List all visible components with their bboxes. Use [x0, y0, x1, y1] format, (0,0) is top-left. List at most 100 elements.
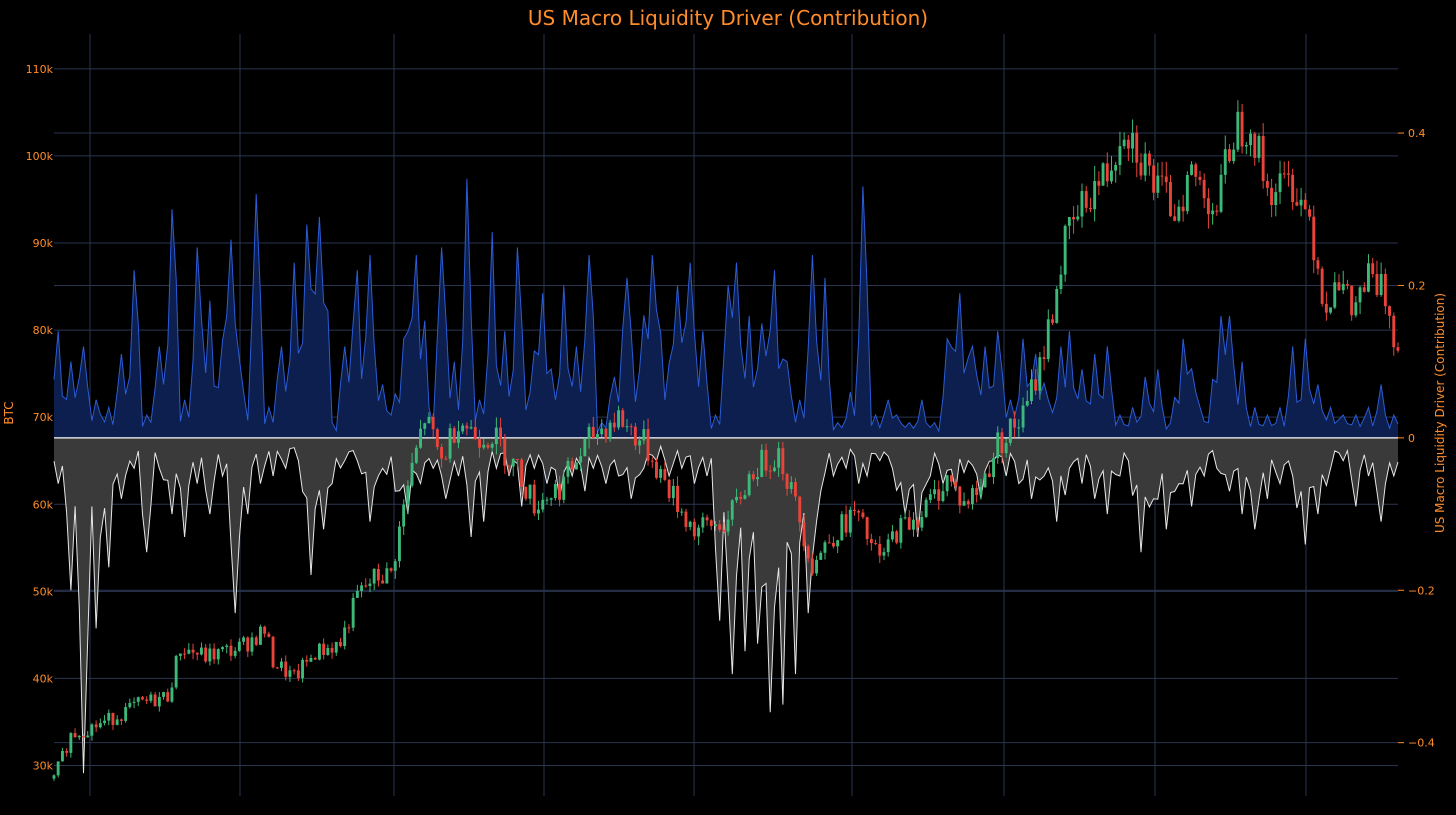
btc-candle-body	[444, 458, 448, 460]
btc-candle-body	[743, 495, 747, 499]
btc-candle-body	[1324, 303, 1328, 313]
btc-candle-body	[296, 670, 300, 679]
btc-candle-body	[524, 486, 528, 499]
btc-candle-body	[1080, 191, 1084, 217]
btc-candle-body	[1194, 164, 1198, 177]
contribution-tick-label: −0.4	[1408, 737, 1435, 750]
btc-candle-body	[339, 641, 342, 647]
btc-candle-body	[1337, 282, 1341, 291]
btc-candle-body	[94, 724, 98, 728]
btc-candle-body	[1291, 174, 1295, 203]
btc-candle-body	[575, 462, 578, 470]
btc-candle-body	[1030, 379, 1033, 401]
btc-candle-body	[709, 520, 713, 527]
btc-candle-body	[545, 499, 549, 501]
btc-candle-body	[398, 526, 401, 562]
btc-candle-body	[288, 670, 292, 677]
btc-candle-body	[410, 462, 414, 486]
btc-candle-body	[1143, 153, 1147, 176]
btc-candle-body	[1270, 187, 1273, 205]
btc-candle-body	[697, 527, 700, 537]
btc-candle-body	[178, 653, 182, 656]
btc-candle-body	[1021, 405, 1025, 428]
btc-candle-body	[435, 429, 439, 448]
btc-candle-body	[431, 416, 435, 430]
btc-candle-body	[764, 449, 768, 471]
btc-candle-body	[271, 636, 275, 668]
btc-candle-body	[200, 647, 203, 655]
btc-candle-body	[971, 488, 974, 505]
btc-candle-body	[153, 694, 157, 707]
btc-candle-body	[174, 655, 178, 688]
btc-candle-body	[1303, 199, 1307, 210]
btc-candle-body	[503, 439, 507, 466]
btc-candle-body	[1244, 145, 1248, 147]
btc-candle-body	[891, 531, 894, 540]
btc-candle-body	[145, 699, 149, 701]
btc-candle-body	[448, 428, 452, 459]
btc-candle-body	[1257, 136, 1261, 158]
btc-candle-body	[61, 751, 64, 762]
btc-candle-body	[676, 485, 679, 512]
btc-candle-body	[785, 474, 789, 489]
btc-candle-body	[1097, 181, 1101, 186]
btc-candle-body	[781, 448, 785, 475]
btc-candle-body	[1122, 139, 1126, 147]
btc-candle-body	[756, 477, 759, 480]
btc-candle-body	[1215, 210, 1219, 212]
btc-candle-body	[815, 559, 818, 574]
btc-candle-body	[886, 539, 890, 553]
btc-candle-body	[1265, 181, 1269, 188]
btc-candle-body	[579, 456, 583, 463]
btc-candle-body	[617, 410, 620, 428]
btc-candle-body	[958, 486, 962, 506]
btc-candle-body	[465, 425, 469, 429]
btc-candle-body	[516, 459, 519, 460]
btc-candle-body	[494, 427, 498, 445]
btc-candle-body	[962, 501, 966, 506]
btc-candle-body	[646, 429, 650, 461]
btc-candle-body	[355, 591, 359, 598]
btc-candle-body	[343, 627, 347, 647]
btc-candle-body	[233, 650, 237, 656]
btc-candle-body	[1000, 432, 1004, 454]
btc-candle-body	[541, 499, 545, 510]
btc-candle-body	[107, 712, 111, 721]
btc-candle-body	[848, 509, 852, 533]
btc-candle-body	[671, 485, 675, 499]
btc-candle-body	[1093, 181, 1097, 210]
btc-candle-body	[882, 552, 886, 556]
btc-candle-body	[1139, 162, 1143, 176]
btc-candle-body	[844, 514, 848, 533]
btc-candle-body	[1063, 225, 1067, 275]
btc-candle-body	[86, 735, 90, 738]
btc-candle-body	[111, 712, 115, 725]
btc-candle-body	[1156, 175, 1160, 193]
btc-candle-body	[760, 449, 764, 477]
btc-candle-body	[254, 637, 258, 645]
btc-candle-body	[1206, 198, 1210, 215]
btc-candle-body	[52, 775, 56, 779]
btc-candle-body	[301, 659, 304, 679]
btc-candle-body	[469, 427, 473, 429]
btc-candle-body	[1333, 282, 1337, 308]
btc-candle-body	[423, 423, 427, 429]
btc-candle-body	[621, 410, 625, 427]
btc-candle-body	[490, 444, 494, 448]
btc-candle-body	[1008, 418, 1012, 443]
btc-candle-body	[528, 484, 532, 499]
btc-candle-body	[1282, 173, 1286, 175]
btc-candle-body	[1110, 170, 1113, 182]
btc-candle-body	[903, 517, 907, 519]
btc-candle-body	[237, 641, 241, 651]
btc-candle-body	[1105, 163, 1109, 182]
btc-candle-body	[1042, 357, 1046, 359]
btc-candle-body	[360, 585, 363, 591]
btc-candle-body	[650, 460, 654, 462]
btc-candle-body	[853, 509, 856, 511]
btc-candle-body	[583, 438, 587, 457]
btc-candle-body	[895, 531, 899, 543]
btc-candle-body	[987, 473, 991, 477]
btc-candle-body	[124, 707, 128, 721]
